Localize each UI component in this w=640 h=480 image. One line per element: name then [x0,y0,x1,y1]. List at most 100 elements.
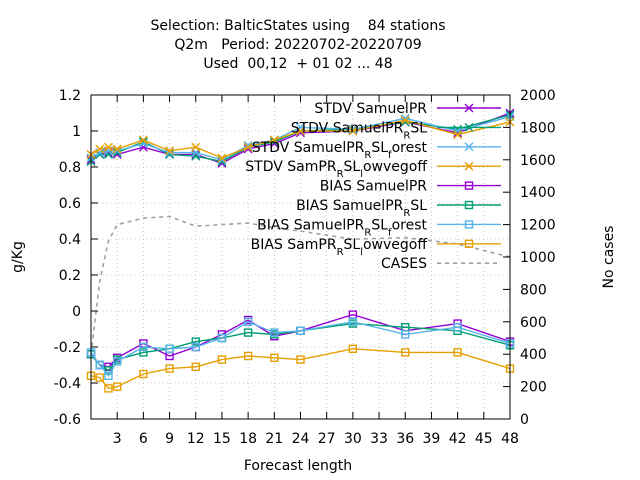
data-point [348,317,358,326]
data-point [217,333,227,343]
data-point [191,362,200,371]
legend-text: orest [392,140,428,156]
legend-text: CASES [381,256,427,272]
data-point [138,135,148,145]
data-point [453,323,462,332]
data-point [243,142,253,152]
legend-text: BIAS SamPR [251,237,337,253]
y-axis-label: g/Kg [10,241,26,273]
y2-tick-label: 400 [520,347,547,363]
legend-subscript: l [360,169,363,180]
y2-tick-label: 1200 [520,218,556,234]
data-point [191,342,200,352]
data-point [464,239,474,249]
legend-text: owvegoff [363,237,427,253]
data-point [464,142,474,152]
y-tick-label: -0.2 [54,340,81,356]
data-point [191,142,201,152]
x-tick-label: 6 [139,431,148,447]
data-point [348,124,358,134]
tick-marks [91,94,511,420]
x-axis-label: Forecast length [244,458,352,474]
legend-label: BIAS SamPRRSLlowvegoff [251,237,428,257]
chart-title-line-3: Used 00,12 + 01 02 ... 48 [203,56,393,72]
data-point [464,122,474,132]
chart-title-line-2: Q2m Period: 20220702-20220709 [174,37,422,53]
legend-entry: STDV SamuelPR [314,101,501,117]
x-tick-label: 39 [423,431,441,447]
series-bias-samuelpr-rsl-forest [86,317,515,380]
data-point [112,357,122,366]
data-point [464,220,474,229]
data-point [269,135,279,145]
data-point [243,317,253,326]
x-tick-label: 9 [165,431,174,447]
legend-entry: CASES [381,256,501,272]
legend-text: SL [344,237,361,253]
x-tick-label: 18 [239,431,257,447]
y2-tick-label: 200 [520,380,547,396]
series-line [90,348,511,390]
y2-tick-label: 600 [520,315,547,331]
legend-entry: BIAS SamuelPRRSL [296,198,501,219]
data-point [243,328,253,337]
x-tick-label: 21 [265,431,283,447]
data-point [217,355,227,364]
series-stdv-sampr-rsl-lowvegoff [86,115,515,163]
data-point [217,153,227,163]
data-point [296,126,305,136]
legend-text: BIAS SamuelPR [296,198,404,214]
data-point [400,115,410,125]
data-point [464,161,474,171]
legend-label: CASES [381,256,427,272]
y-tick-label: 0.6 [59,196,81,212]
legend-entry: BIAS SamuelPRRSLforest [257,217,501,238]
x-tick-label: 48 [501,431,519,447]
data-point [348,126,358,136]
legend-label: STDV SamuelPRRSLforest [252,140,428,161]
data-point [112,382,122,391]
y-tick-label: -0.4 [54,376,81,392]
legend-subscript: f [388,149,392,160]
data-point [270,328,279,337]
y2-tick-label: 2000 [520,88,556,104]
data-point [464,200,474,210]
legend-text: STDV SamuelPR [314,101,427,117]
y-tick-label: 1.2 [59,88,81,104]
chart-title-line-1: Selection: BalticStates using 84 station… [150,18,446,34]
legend-entry: STDV SamuelPRRSLforest [252,140,501,161]
data-point [139,348,148,357]
legend-subscript: l [360,246,363,257]
x-tick-label: 36 [396,431,414,447]
legend-label: STDV SamuelPR [314,101,427,117]
data-point [453,348,462,357]
data-point [95,373,104,382]
legend-entry: BIAS SamPRRSLlowvegoff [251,237,501,257]
y-tick-label: 0.4 [59,232,81,248]
y2-tick-label: 1400 [520,185,556,201]
data-point [243,351,253,361]
x-tick-label: 42 [449,431,467,447]
x-tick-label: 30 [344,431,362,447]
data-point [191,337,200,346]
data-point [165,344,174,353]
series-bias-sampr-rsl-lowvegoff [86,344,515,393]
legend-text: SL [371,217,388,233]
data-point [95,360,104,370]
legend-text: BIAS SamuelPR [320,179,428,195]
series-line [90,321,511,378]
legend-label: BIAS SamuelPR [320,179,428,195]
legend-text: owvegoff [363,159,427,175]
legend-label: STDV SamPRRSLlowvegoff [245,159,427,180]
y-tick-label: 0.2 [59,268,81,284]
y2-tick-label: 0 [520,412,529,428]
legend-text: SL [344,159,361,175]
data-point [112,144,122,154]
legend-text: STDV SamuelPR [252,140,365,156]
series-line [90,215,511,355]
y-tick-label: 0.8 [59,160,81,176]
legend-text: SL [410,120,427,136]
data-point [464,181,474,190]
